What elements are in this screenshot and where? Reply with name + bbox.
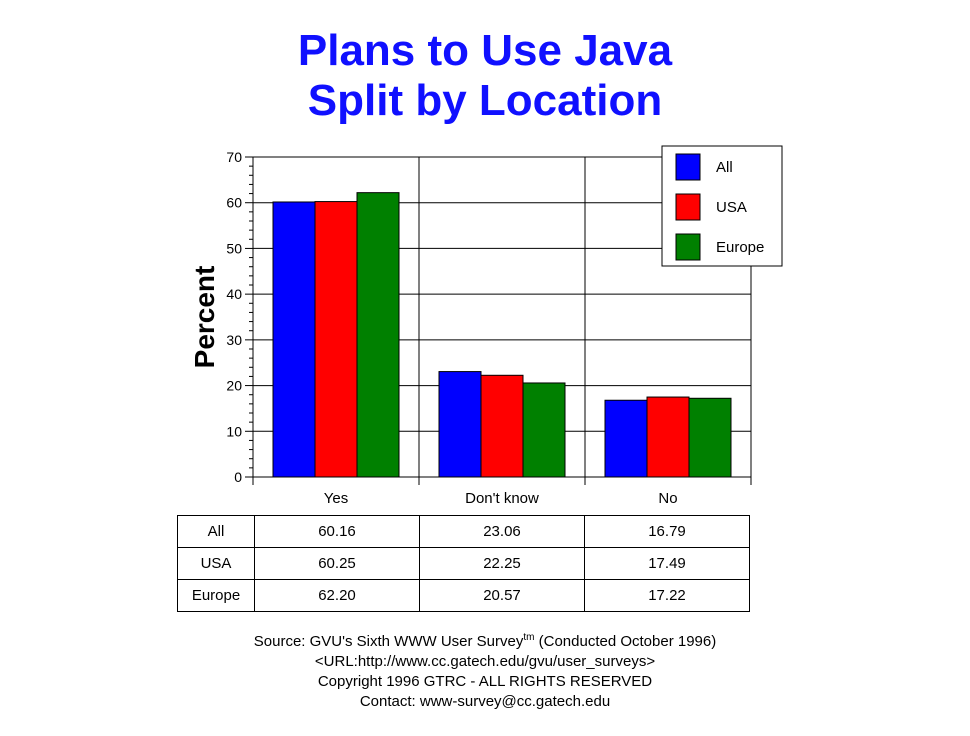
bar-all-3	[604, 399, 648, 478]
legend-label-usa: USA	[716, 199, 747, 216]
bar-chart: 0 10 20 30 40 50 60 70 Yes Don't know No Percent A…	[189, 145, 783, 507]
table-cell: 60.16	[254, 515, 420, 548]
chart-title-line-2: Split by Location	[307, 76, 663, 125]
legend: All USA Europe	[661, 145, 783, 267]
y-axis-label: Percent	[189, 266, 220, 369]
trademark-sup: tm	[523, 632, 535, 643]
table-row: Europe 62.20 20.57 17.22	[177, 579, 750, 612]
source-prefix: Source: GVU's Sixth WWW User Survey	[253, 633, 524, 650]
table-cell: 16.79	[584, 515, 750, 548]
table-cell: 20.57	[419, 579, 585, 612]
survey-url: <URL:http://www.cc.gatech.edu/gvu/user_s…	[314, 653, 656, 670]
bar-usa-1	[314, 201, 358, 478]
y-tick-label: 40	[226, 286, 242, 302]
bar-all-1	[272, 201, 316, 478]
y-tick-label: 60	[226, 195, 242, 211]
y-tick-label: 10	[226, 423, 242, 439]
chart-title: Plans to Use Java Split by Location	[0, 26, 970, 126]
table-row-label: All	[177, 515, 255, 548]
y-tick-label: 70	[226, 149, 242, 165]
y-tick-label: 30	[226, 332, 242, 348]
source-suffix: (Conducted October 1996)	[534, 633, 717, 650]
legend-swatch-europe	[675, 233, 701, 261]
table-row: USA 60.25 22.25 17.49	[177, 547, 750, 580]
legend-label-all: All	[716, 159, 733, 176]
table-row: All 60.16 23.06 16.79	[177, 515, 750, 548]
legend-swatch-all	[675, 153, 701, 181]
chart-title-line-1: Plans to Use Java	[297, 26, 673, 75]
bar-usa-2	[480, 374, 524, 478]
x-tick-label: No	[658, 490, 677, 507]
table-row-label: USA	[177, 547, 255, 580]
footer: Source: GVU's Sixth WWW User Surveytm (C…	[0, 632, 970, 712]
table-row-label: Europe	[177, 579, 255, 612]
table-cell: 62.20	[254, 579, 420, 612]
bars	[272, 192, 732, 478]
table-cell: 17.22	[584, 579, 750, 612]
data-table: All 60.16 23.06 16.79 USA 60.25 22.25 17.49 Euro…	[177, 515, 750, 612]
table-cell: 22.25	[419, 547, 585, 580]
legend-swatch-usa	[675, 193, 701, 221]
bar-europe-3	[688, 397, 732, 478]
source-line: Source: GVU's Sixth WWW User Surveytm (C…	[0, 632, 970, 652]
table-cell: 17.49	[584, 547, 750, 580]
table-cell: 60.25	[254, 547, 420, 580]
bar-europe-2	[522, 382, 566, 478]
x-tick-label: Yes	[324, 490, 348, 507]
x-tick-label: Don't know	[465, 490, 539, 507]
axes: 0 10 20 30 40 50 60 70 Yes Don't know No	[226, 149, 751, 507]
contact-line: Contact: www-survey@cc.gatech.edu	[359, 693, 611, 710]
table-cell: 23.06	[419, 515, 585, 548]
legend-label-europe: Europe	[716, 239, 764, 256]
y-tick-label: 20	[226, 378, 242, 394]
copyright-line: Copyright 1996 GTRC - ALL RIGHTS RESERVE…	[317, 673, 653, 690]
bar-usa-3	[646, 396, 690, 478]
y-tick-label: 50	[226, 240, 242, 256]
bar-all-2	[438, 371, 482, 478]
bar-europe-1	[356, 192, 400, 478]
y-tick-label: 0	[234, 469, 242, 485]
